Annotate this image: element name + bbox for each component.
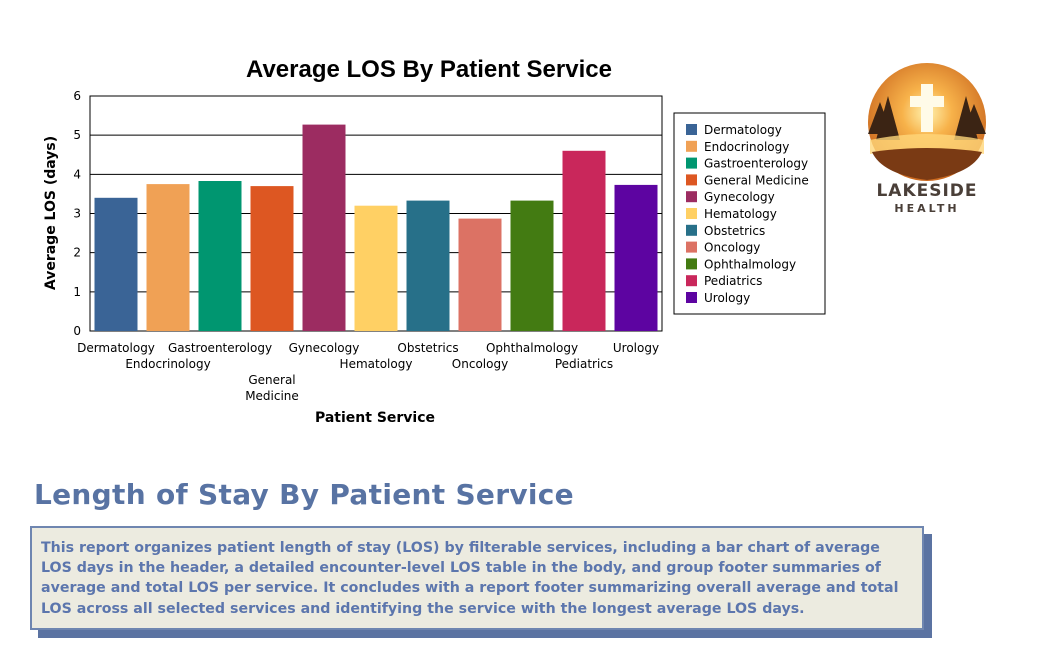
legend-swatch [686, 241, 697, 253]
bar [302, 124, 346, 331]
bar [614, 184, 658, 331]
bar [354, 205, 398, 331]
legend-swatch [686, 174, 697, 186]
x-tick-label: Endocrinology [125, 357, 210, 371]
bar [250, 186, 294, 331]
lakeside-health-logo: LAKESIDE HEALTH [862, 62, 992, 222]
x-tick-label: Hematology [340, 357, 413, 371]
x-tick-label: Urology [613, 341, 659, 355]
legend-box [673, 112, 826, 315]
chart-title: Average LOS By Patient Service [246, 56, 612, 83]
legend-swatch [686, 191, 697, 203]
x-tick-label: General Medicine [245, 373, 299, 403]
logo-subtext: HEALTH [894, 202, 960, 215]
bar [510, 200, 554, 331]
report-description: This report organizes patient length of … [30, 526, 924, 630]
y-tick-label: 4 [73, 167, 81, 181]
legend-entry: Gastroenterology [704, 157, 808, 171]
y-tick-label: 6 [73, 89, 81, 103]
legend-swatch [686, 124, 697, 135]
legend: Dermatology Endocrinology Gastroenterology… [686, 123, 809, 305]
legend-entry: Oncology [704, 241, 760, 255]
y-tick-label: 2 [73, 246, 81, 260]
y-axis-label: Average LOS (days) [43, 136, 59, 290]
bar [458, 218, 502, 331]
legend-entry: Urology [704, 291, 750, 305]
bar-chart: Average LOS By Patient Service 0 1 2 3 4 5 6 D… [43, 56, 826, 426]
bar [406, 200, 450, 331]
legend-swatch [686, 208, 697, 219]
legend-swatch [686, 157, 697, 169]
bar [198, 181, 242, 331]
y-tick-label: 3 [73, 207, 81, 221]
x-tick-label: Gastroenterology [168, 341, 272, 355]
bars [94, 124, 658, 331]
x-tick-label: Oncology [452, 357, 508, 371]
legend-entry: Pediatrics [704, 274, 762, 288]
x-axis-label: Patient Service [315, 410, 435, 426]
x-tick-label: Ophthalmology [486, 341, 578, 355]
legend-entry: Ophthalmology [704, 257, 796, 271]
bar [562, 150, 606, 331]
bar [94, 197, 138, 331]
legend-swatch [686, 140, 697, 152]
legend-swatch [686, 258, 697, 270]
bar [146, 184, 190, 331]
legend-swatch [686, 292, 697, 303]
y-tick-label: 0 [73, 324, 81, 338]
report-title: Length of Stay By Patient Service [34, 478, 574, 511]
legend-entry: General Medicine [704, 173, 809, 187]
x-axis-ticks: Dermatology Endocrinology Gastroenterology… [77, 341, 659, 403]
legend-swatch [686, 275, 697, 287]
legend-entry: Gynecology [704, 190, 775, 204]
logo-text: LAKESIDE [876, 181, 978, 201]
y-tick-label: 1 [73, 285, 81, 299]
x-tick-label: Dermatology [77, 341, 155, 355]
cross-lake-forest-icon [868, 63, 986, 181]
x-tick-label: Gynecology [289, 341, 360, 355]
legend-swatch [686, 224, 697, 236]
y-axis-ticks: 0 1 2 3 4 5 6 [73, 89, 81, 338]
legend-entry: Hematology [704, 207, 777, 221]
x-tick-label: Pediatrics [555, 357, 613, 371]
legend-entry: Obstetrics [704, 224, 765, 238]
y-tick-label: 5 [73, 128, 81, 142]
legend-entry: Dermatology [704, 123, 782, 137]
x-tick-label: Obstetrics [397, 341, 458, 355]
legend-entry: Endocrinology [704, 140, 789, 154]
